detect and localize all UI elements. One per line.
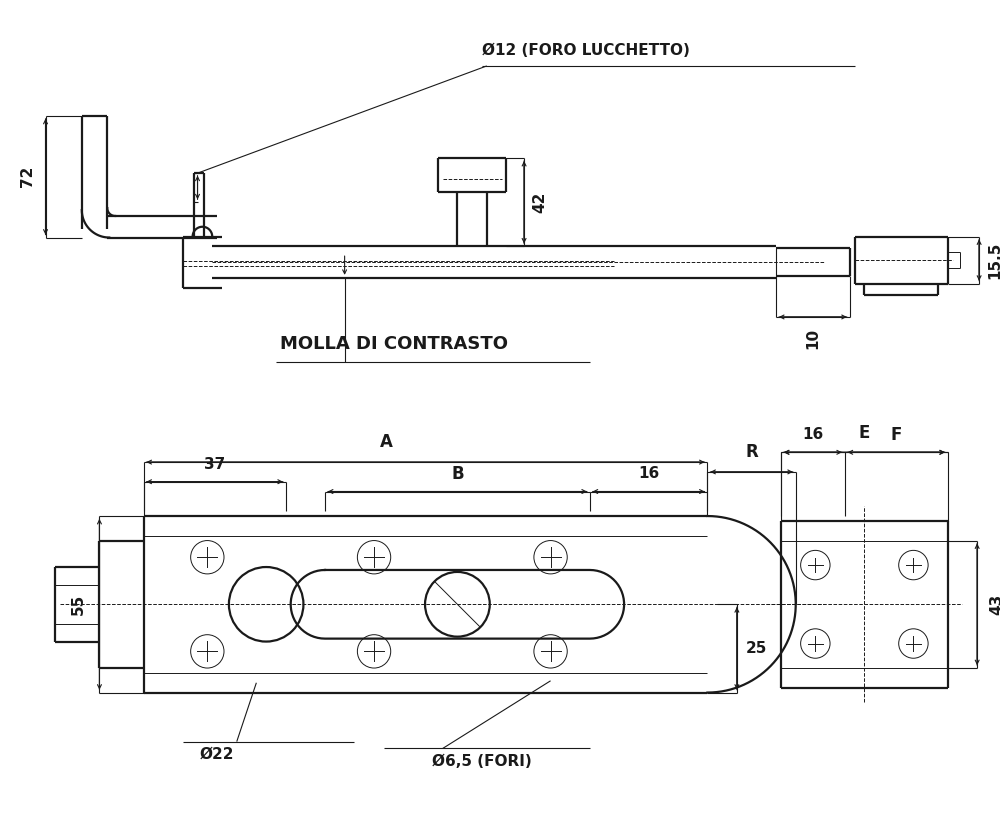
Text: F: F <box>891 426 902 444</box>
Text: 55: 55 <box>70 594 85 615</box>
Text: Ø12 (FORO LUCCHETTO): Ø12 (FORO LUCCHETTO) <box>482 42 690 57</box>
Text: MOLLA DI CONTRASTO: MOLLA DI CONTRASTO <box>280 336 508 353</box>
Text: A: A <box>380 433 393 451</box>
Text: 37: 37 <box>204 456 225 471</box>
Text: E: E <box>859 424 870 441</box>
Text: 15,5: 15,5 <box>987 242 1000 279</box>
Text: 16: 16 <box>638 466 659 481</box>
Text: 16: 16 <box>802 427 824 442</box>
Text: 42: 42 <box>532 192 547 213</box>
Text: 25: 25 <box>746 641 767 656</box>
Text: 72: 72 <box>20 166 35 187</box>
Text: 43: 43 <box>989 594 1000 615</box>
Text: B: B <box>451 465 464 483</box>
Text: 10: 10 <box>805 328 820 349</box>
Text: R: R <box>745 443 758 461</box>
Text: Ø6,5 (FORI): Ø6,5 (FORI) <box>432 754 532 769</box>
Text: Ø22: Ø22 <box>200 747 234 762</box>
